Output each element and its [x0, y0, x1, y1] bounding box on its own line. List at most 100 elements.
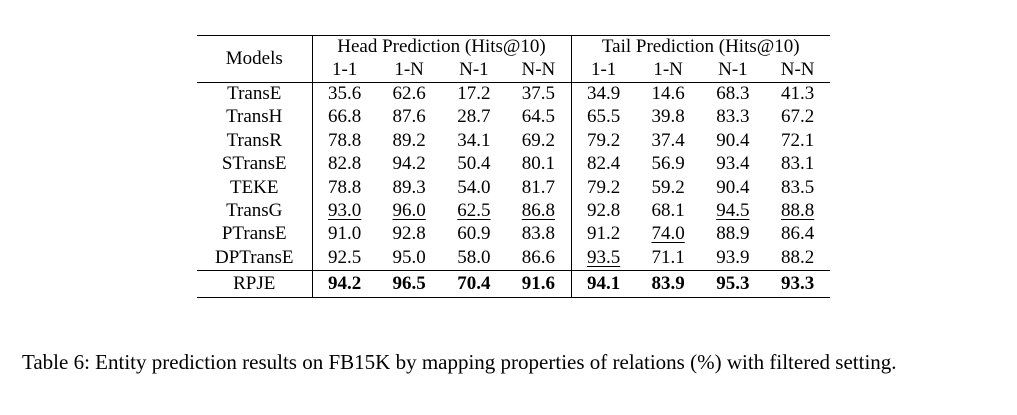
value-text: 94.2: [392, 153, 426, 175]
value-cell: 37.4: [636, 130, 701, 153]
value-cell: 94.5: [701, 200, 766, 223]
value-cell: 50.4: [442, 153, 507, 176]
value-cell: 89.2: [377, 130, 442, 153]
value-text: 68.3: [716, 83, 750, 105]
value-cell: 88.2: [765, 247, 830, 271]
highlight-model-cell: RPJE: [197, 269, 313, 298]
sub-header-cell: 1-N: [394, 58, 424, 80]
value-text: 95.0: [392, 246, 426, 268]
highlight-value-cell: 70.4: [441, 269, 507, 298]
sub-header-row: 1-1 1-N N-1 N-N 1-1 1-N N-1 N-N: [197, 58, 830, 83]
sub-header-cell: N-1: [459, 58, 489, 80]
model-name-cell: TransE: [197, 81, 313, 107]
value-cell: 17.2: [441, 81, 507, 107]
value-cell: 59.2: [636, 176, 701, 199]
value-cell: 60.9: [442, 223, 507, 246]
table-row: TransG 93.0 96.0 62.5 86.8 92.8 68.1 94.5 88.8: [197, 199, 830, 224]
value-cell: 89.3: [377, 176, 442, 199]
value-text: 54.0: [457, 176, 491, 198]
model-name-cell: STransE: [197, 152, 313, 177]
value-cell: 78.8: [312, 176, 377, 199]
value-text: 68.1: [651, 200, 685, 222]
value-text: 65.5: [587, 106, 621, 128]
value-text: 83.8: [521, 223, 555, 245]
model-name-cell: TransH: [197, 106, 313, 130]
value-text: 41.3: [781, 83, 815, 105]
value-text: 92.8: [587, 200, 621, 222]
value-text: 93.4: [716, 153, 750, 175]
group-header-row: Models Head Prediction (Hits@10) Tail Pr…: [197, 34, 830, 83]
value-text: 39.8: [651, 106, 685, 128]
value-cell: 64.5: [506, 106, 572, 130]
highlight-value-cell: 83.9: [635, 269, 701, 298]
value-cell: 83.1: [765, 153, 830, 176]
value-text: 88.9: [716, 223, 750, 245]
underlined-value: 93.5: [587, 246, 621, 268]
model-name-cell: PTransE: [197, 223, 313, 247]
highlight-value-cell: 96.5: [376, 269, 442, 298]
value-text: 64.5: [521, 106, 555, 128]
value-text: 72.1: [781, 129, 815, 151]
value-cell: 83.8: [506, 223, 572, 247]
value-text: 79.2: [587, 129, 621, 151]
model-name-cell: TEKE: [197, 176, 313, 200]
underlined-value: 94.5: [716, 200, 750, 222]
value-text: 34.9: [587, 83, 621, 105]
value-cell: 74.0: [636, 223, 701, 246]
sub-header-cell: 1-1: [590, 58, 617, 80]
value-text: 83.3: [716, 106, 750, 128]
value-text: 56.9: [651, 153, 685, 175]
value-text: 66.8: [328, 106, 362, 128]
value-cell: 82.4: [571, 153, 636, 176]
sub-header-cell: 1-N: [653, 58, 683, 80]
value-text: 71.1: [651, 246, 685, 268]
table-row: TEKE 78.8 89.3 54.0 81.7 79.2 59.2 90.4 83.5: [197, 176, 830, 200]
value-cell: 96.0: [377, 200, 442, 223]
value-text: 50.4: [457, 153, 491, 175]
value-cell: 80.1: [506, 152, 572, 177]
value-text: 90.4: [716, 176, 750, 198]
value-cell: 92.5: [312, 247, 377, 271]
value-cell: 88.9: [701, 223, 766, 246]
value-text: 37.5: [521, 83, 555, 105]
model-name-cell: TransG: [197, 199, 313, 224]
group-header-tail: Tail Prediction (Hits@10): [571, 34, 830, 59]
value-text: 91.0: [328, 223, 362, 245]
value-cell: 34.9: [571, 81, 636, 107]
value-cell: 54.0: [442, 176, 507, 199]
value-cell: 82.8: [312, 153, 377, 176]
value-text: 80.1: [521, 153, 555, 175]
value-text: 91.2: [587, 223, 621, 245]
value-text: 79.2: [587, 176, 621, 198]
value-text: 58.0: [457, 246, 491, 268]
underlined-value: 96.0: [392, 200, 426, 222]
value-cell: 86.6: [506, 246, 572, 271]
value-cell: 67.2: [765, 106, 830, 129]
table-row: STransE 82.8 94.2 50.4 80.1 82.4 56.9 93.4 83.1: [197, 152, 830, 177]
value-cell: 91.2: [571, 223, 636, 246]
value-cell: 91.0: [312, 223, 377, 246]
value-cell: 86.8: [506, 199, 572, 224]
value-cell: 41.3: [765, 81, 830, 107]
value-text: 82.8: [328, 153, 362, 175]
value-cell: 92.8: [377, 223, 442, 246]
value-text: 62.6: [392, 83, 426, 105]
value-cell: 93.4: [701, 153, 766, 176]
value-cell: 83.5: [765, 176, 830, 199]
sub-header-cell: N-N: [506, 58, 572, 83]
group-header-head: Head Prediction (Hits@10): [312, 34, 572, 59]
value-text: 83.1: [781, 153, 815, 175]
value-cell: 83.3: [701, 106, 766, 129]
value-cell: 90.4: [701, 176, 766, 199]
value-text: 60.9: [457, 223, 491, 245]
models-header: Models: [197, 35, 313, 83]
value-cell: 93.9: [701, 247, 766, 271]
value-cell: 79.2: [571, 130, 636, 153]
underlined-value: 86.8: [521, 200, 555, 222]
highlight-value-cell: 94.2: [312, 269, 377, 298]
value-text: 92.5: [328, 246, 362, 268]
value-cell: 68.3: [700, 81, 766, 107]
value-cell: 65.5: [571, 106, 636, 129]
value-cell: 58.0: [442, 247, 507, 271]
value-cell: 93.5: [571, 247, 636, 271]
